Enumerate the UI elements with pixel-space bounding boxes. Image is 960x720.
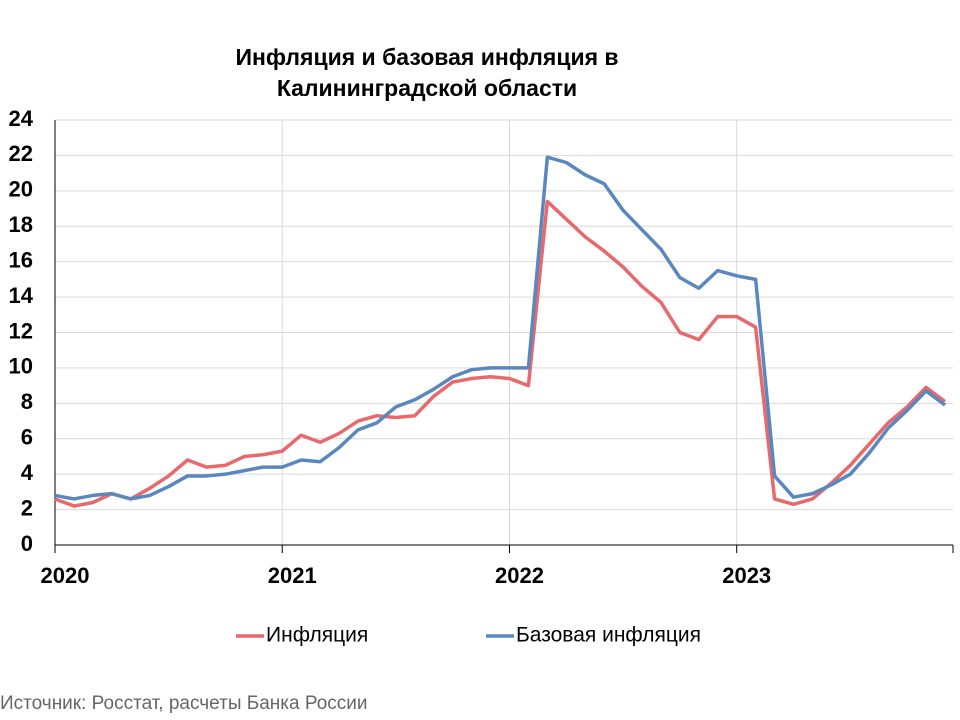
y-tick-label: 24	[9, 106, 34, 131]
legend-label: Инфляция	[266, 624, 368, 647]
y-tick-label: 20	[9, 177, 33, 202]
x-tick-label: 2023	[722, 563, 771, 588]
line-series	[54, 199, 947, 508]
y-tick-label: 18	[9, 212, 33, 237]
y-tick-label: 0	[21, 531, 33, 556]
line-series	[54, 155, 947, 501]
y-tick-label: 8	[21, 389, 33, 414]
x-tick-label: 2022	[495, 563, 544, 588]
legend-label: Базовая инфляция	[516, 624, 701, 647]
y-tick-label: 4	[21, 460, 34, 485]
y-tick-label: 16	[9, 247, 33, 272]
y-tick-label: 12	[9, 318, 33, 343]
chart-title: Калининградской области	[277, 75, 577, 101]
y-tick-label: 6	[21, 425, 33, 450]
x-tick-label: 2020	[41, 563, 90, 588]
source-note: Источник: Росстат, расчеты Банка России	[0, 693, 368, 714]
y-tick-label: 2	[21, 495, 33, 520]
chart-title: Инфляция и базовая инфляция в	[235, 44, 618, 70]
y-tick-label: 14	[9, 283, 34, 308]
x-tick-label: 2021	[268, 563, 317, 588]
y-tick-label: 10	[9, 354, 33, 379]
y-tick-label: 22	[9, 141, 33, 166]
